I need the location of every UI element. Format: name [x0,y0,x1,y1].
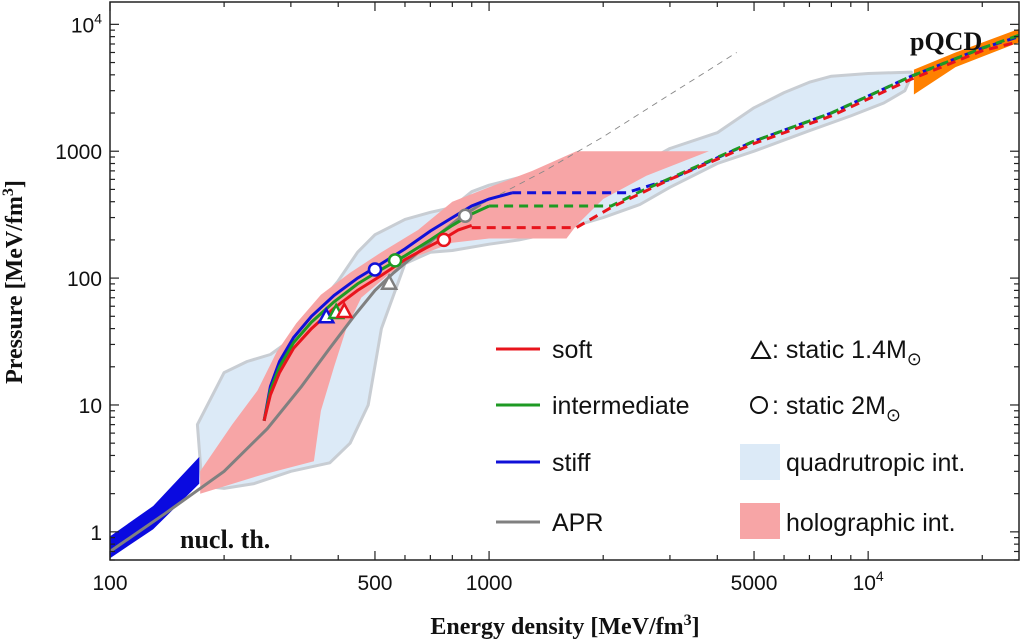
holographic-band [200,151,709,494]
x-axis-label-sup: 3 [684,612,692,629]
legend-triangle-label: : static 1.4M⊙ [772,336,922,369]
y-tick-label: 100 [67,268,102,291]
y-tick-label-text: 100 [67,268,102,291]
x-tick-label-sup: 4 [876,568,884,584]
intermediate-circle-marker [387,253,403,268]
legend-circle-text: : static 2M [772,392,886,420]
legend-triangle-icon [750,339,772,359]
apr-circle-marker [457,208,473,224]
intermediate-dashed-line [489,33,1019,208]
soft-triangle-marker [335,301,354,319]
legend-triangle-text: : static 1.4M [772,336,907,364]
x-tick-label-text: 10 [853,572,876,595]
y-tick-label: 1000 [55,141,102,164]
legend-quadrutropic-swatch [740,444,780,480]
y-tick-label-text: 1 [90,522,102,545]
legend-apr-label: APR [552,509,603,537]
legend-circle-icon [750,396,768,414]
x-tick-label: 5000 [731,572,778,595]
legend-quadrutropic-label: quadrutropic int. [786,449,965,477]
y-axis-label-group: Pressure [MeV/fm3] [0,180,28,384]
y-axis-label: Pressure [MeV/fm3] [0,180,28,384]
y-tick-label: 104 [71,10,102,37]
plot-frame [109,1,1020,561]
x-tick-label: 104 [853,568,884,595]
legend-stiff-label: stiff [552,449,590,477]
x-axis-label: Energy density [MeV/fm3] [430,612,699,640]
x-axis-label-main: Energy density [MeV/fm [430,614,683,640]
y-tick-label: 10 [79,395,102,418]
legend-triangle-sun: ⊙ [907,349,922,369]
legend-intermediate-label: intermediate [552,392,690,420]
pqcd-annotation: pQCD [910,27,982,56]
x-axis-label-end: ] [692,614,700,640]
stiff-circle-marker [367,262,383,277]
legend-soft-label: soft [552,336,592,364]
bands-layer [110,28,1019,559]
intermediate-line [262,204,490,422]
legend: soft intermediate stiff APR : static 1.4… [496,336,965,539]
pqcd-band [913,28,1019,95]
markers-layer [317,208,473,324]
nucl-th-annotation: nucl. th. [180,525,270,554]
x-tick-label-text: 5000 [731,572,778,595]
x-tick-label: 500 [357,572,392,595]
y-tick-label: 1 [90,522,102,545]
y-tick-label-text: 10 [71,14,94,37]
legend-circle-label: : static 2M⊙ [772,392,901,425]
y-tick-label-text: 1000 [55,141,102,164]
x-tick-label: 1000 [466,572,513,595]
y-tick-label-sup: 4 [94,10,102,26]
y-axis-label-main: Pressure [MeV/fm [2,196,28,384]
x-tick-label-text: 100 [92,572,127,595]
x-tick-label-text: 1000 [466,572,513,595]
apr-triangle-marker [380,273,399,290]
x-tick-label: 100 [92,572,127,595]
legend-holographic-label: holographic int. [786,509,956,537]
apr-extrapolation-line [480,52,737,205]
legend-circle-sun: ⊙ [886,405,901,425]
soft-circle-marker [436,232,452,248]
legend-holographic-swatch [740,503,780,539]
soft-dashed-line [471,40,1019,230]
y-axis-label-end: ] [2,180,28,188]
x-tick-label-text: 500 [357,572,392,595]
y-tick-label-text: 10 [79,395,102,418]
y-axis-label-sup: 3 [0,188,17,196]
nucl-band [110,456,200,559]
